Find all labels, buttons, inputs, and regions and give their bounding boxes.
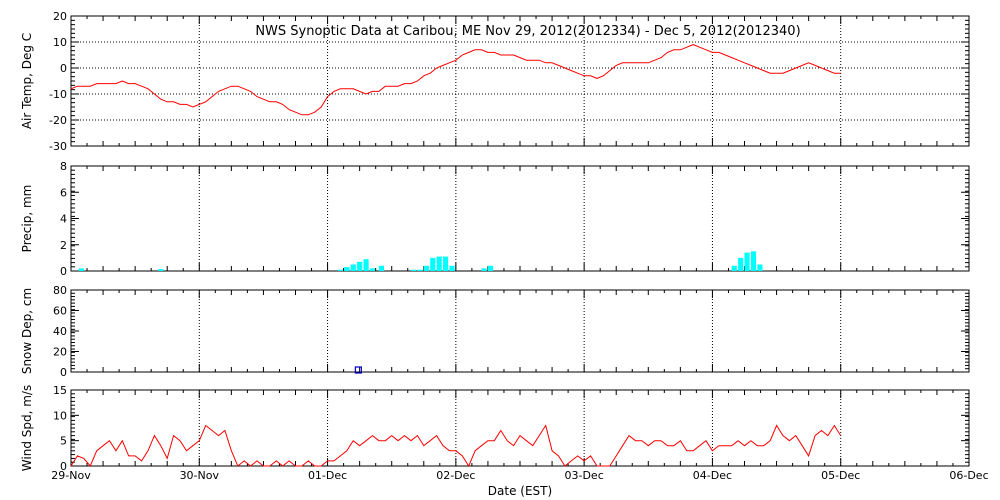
air-temp-ytick-label: -10 [49,88,67,101]
wind-speed-ylabel: Wind Spd, m/s [20,385,34,471]
precip-ytick-label: 6 [60,186,67,199]
precip-ylabel: Precip, mm [20,185,34,253]
air-temp-ytick-label: -20 [49,114,67,127]
precip-bar [430,257,436,271]
precip-bar [363,259,369,271]
precip-bar [731,265,737,271]
precip-bar [481,268,487,271]
precip-ytick-label: 8 [60,160,67,173]
snow-depth-point [354,366,362,374]
air-temp-ytick-label: 0 [60,62,67,75]
x-axis-label: Date (EST) [488,484,552,498]
precip-bar [423,265,429,271]
air-temp-ytick-label: -30 [49,140,67,153]
wind-speed-ytick-label: 5 [60,435,67,448]
precip-bar [378,265,385,271]
snow-depth-ytick-label: 0 [60,366,67,379]
x-tick-label: 05-Dec [821,469,860,482]
precip-bar [417,269,423,271]
precip-bar [410,269,417,271]
precip-bar [344,267,350,271]
precip-bar [744,252,750,271]
precip-ytick-label: 4 [60,213,67,226]
precip-frame [70,165,970,272]
air-temp-ytick-label: 20 [53,10,67,23]
wind-speed-ytick-label: 10 [53,409,67,422]
snow-depth-ytick-label: 40 [53,325,67,338]
x-tick-label: 04-Dec [693,469,732,482]
chart-title: NWS Synoptic Data at Caribou, ME Nov 29,… [255,24,800,39]
wind-speed-ytick-label: 15 [53,384,67,397]
snow-depth-ylabel: Snow Dep, cm [20,288,34,374]
precip-bar [78,268,84,271]
x-tick-label: 30-Nov [180,469,220,482]
precip-bar [757,264,763,271]
wind-speed-ytick-label: 0 [60,460,67,473]
x-tick-label: 29-Nov [51,469,91,482]
precip-bar [738,257,744,271]
air-temp-ytick-label: 10 [53,36,67,49]
precip-bar [357,261,363,271]
precip-bar [436,256,442,271]
snow-depth-ytick-label: 80 [53,284,67,297]
x-tick-label: 06-Dec [949,469,988,482]
precip-bar [350,264,356,271]
air-temp-series-line [70,44,841,116]
x-tick-label: 03-Dec [565,469,604,482]
precip-bar [449,265,455,271]
wind-speed-frame [70,389,970,467]
precip-ytick-label: 0 [60,265,67,278]
precip-ytick-label: 2 [60,239,67,252]
x-tick-label: 02-Dec [436,469,475,482]
precip-bar [337,269,343,271]
precip-bar [443,256,449,271]
wind-speed-series-line [70,424,842,468]
precip-bar [369,268,376,271]
precip-bar [158,269,164,271]
snow-depth-ytick-label: 60 [53,305,67,318]
snow-depth-ytick-label: 20 [53,346,67,359]
x-tick-label: 01-Dec [308,469,347,482]
precip-bar [487,265,494,271]
air-temp-ylabel: Air Temp, Deg C [20,33,34,129]
snow-depth-frame [70,289,970,373]
precip-bar [750,251,757,271]
